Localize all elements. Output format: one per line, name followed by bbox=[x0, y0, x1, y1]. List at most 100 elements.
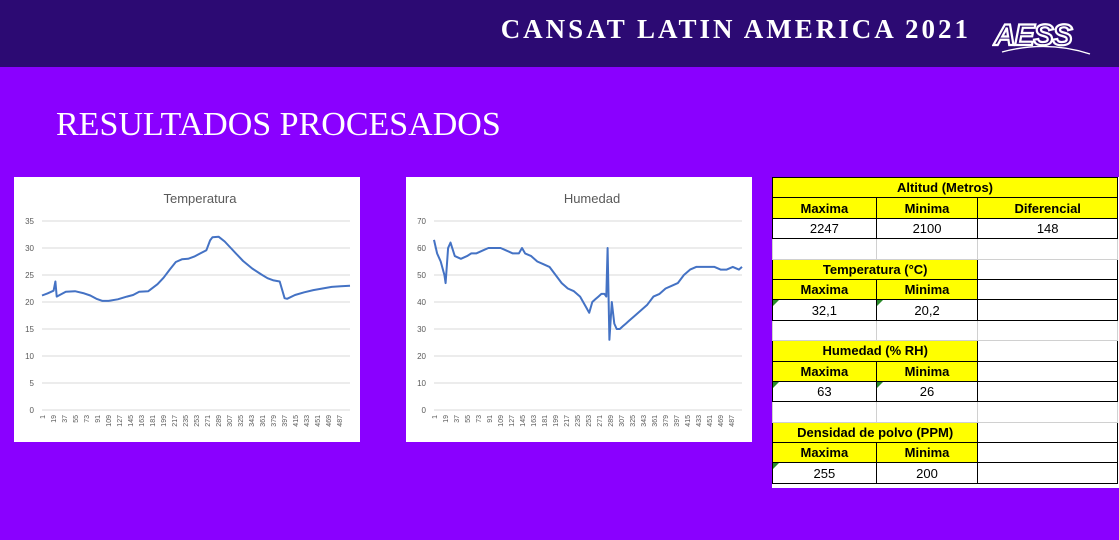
spacer-cell bbox=[875, 238, 979, 260]
x-tick-label: 109 bbox=[106, 415, 113, 427]
x-tick-label: 415 bbox=[685, 415, 692, 427]
page-title: RESULTADOS PROCESADOS bbox=[56, 106, 501, 143]
y-tick-label: 60 bbox=[417, 244, 426, 253]
temperature-max-header: Maxima bbox=[772, 278, 877, 301]
x-tick-label: 289 bbox=[608, 415, 615, 427]
spacer-cell bbox=[875, 401, 979, 423]
x-tick-label: 217 bbox=[172, 415, 179, 427]
y-tick-label: 70 bbox=[417, 217, 426, 226]
x-tick-label: 217 bbox=[564, 415, 571, 427]
y-tick-label: 40 bbox=[417, 298, 426, 307]
humidity-max-cell: 63 bbox=[772, 380, 877, 403]
cell-flag-icon bbox=[773, 463, 779, 470]
altitude-max-header: Maxima bbox=[772, 197, 877, 219]
humidity-min-value: 26 bbox=[919, 384, 935, 400]
y-tick-label: 10 bbox=[25, 352, 34, 361]
x-tick-label: 451 bbox=[315, 415, 322, 427]
x-tick-label: 181 bbox=[542, 415, 549, 427]
y-tick-label: 15 bbox=[25, 325, 34, 334]
brand-title: CANSAT LATIN AMERICA 2021 bbox=[500, 14, 971, 44]
spacer-cell bbox=[977, 319, 1118, 342]
y-tick-label: 30 bbox=[25, 244, 34, 253]
temperature-max-cell: 32,1 bbox=[772, 299, 877, 321]
spacer-cell bbox=[772, 319, 877, 342]
y-tick-label: 0 bbox=[30, 406, 35, 415]
cell-flag-icon bbox=[876, 381, 883, 388]
x-tick-label: 253 bbox=[586, 415, 593, 427]
x-tick-label: 91 bbox=[487, 415, 494, 423]
x-tick-label: 451 bbox=[707, 415, 714, 427]
x-tick-label: 91 bbox=[95, 415, 102, 423]
x-tick-label: 37 bbox=[454, 415, 461, 423]
x-tick-label: 253 bbox=[194, 415, 201, 427]
x-tick-label: 199 bbox=[553, 415, 560, 427]
y-tick-label: 30 bbox=[417, 325, 426, 334]
x-tick-label: 73 bbox=[476, 415, 483, 423]
empty-cell bbox=[977, 442, 1118, 464]
x-tick-label: 379 bbox=[271, 415, 278, 427]
dust-title: Densidad de polvo (PPM) bbox=[771, 421, 979, 444]
altitude-min-header: Minima bbox=[875, 197, 979, 219]
x-tick-label: 433 bbox=[696, 415, 703, 427]
x-tick-label: 487 bbox=[337, 415, 344, 427]
altitude-max-value: 2247 bbox=[772, 217, 877, 240]
y-tick-label: 25 bbox=[25, 271, 34, 280]
cell-flag-icon bbox=[773, 381, 779, 388]
dust-max-header: Maxima bbox=[772, 442, 877, 464]
dust-max-cell: 255 bbox=[772, 462, 877, 484]
series-line bbox=[433, 239, 743, 341]
x-tick-label: 55 bbox=[465, 415, 472, 423]
x-tick-label: 109 bbox=[498, 415, 505, 427]
x-tick-label: 163 bbox=[531, 415, 538, 427]
x-tick-label: 73 bbox=[84, 415, 91, 423]
humidity-max-header: Maxima bbox=[772, 360, 877, 382]
temperature-chart-svg: Temperatura 0 5 10 15 20 25 30 35 1 19 37 55 73 91 109 1… bbox=[25, 191, 351, 427]
x-tick-label: 397 bbox=[282, 415, 289, 427]
x-tick-label: 469 bbox=[326, 415, 333, 427]
aess-logo: AESS bbox=[992, 18, 1091, 55]
x-tick-label: 19 bbox=[51, 415, 58, 423]
x-tick-label: 1 bbox=[40, 415, 47, 419]
x-tick-label: 415 bbox=[293, 415, 300, 427]
x-tick-label: 127 bbox=[117, 415, 124, 427]
x-tick-label: 379 bbox=[663, 415, 670, 427]
x-tick-label: 181 bbox=[150, 415, 157, 427]
humidity-title: Humedad (% RH) bbox=[771, 340, 979, 362]
x-tick-label: 163 bbox=[139, 415, 146, 427]
x-tick-label: 37 bbox=[62, 415, 69, 423]
empty-cell bbox=[977, 462, 1118, 484]
empty-cell bbox=[977, 360, 1118, 382]
empty-cell bbox=[977, 340, 1118, 362]
x-tick-label: 1 bbox=[432, 415, 439, 419]
cell-flag-icon bbox=[876, 300, 883, 307]
altitude-title: Altitud (Metros) bbox=[772, 176, 1118, 199]
x-tick-label: 487 bbox=[729, 415, 736, 427]
x-tick-label: 307 bbox=[619, 415, 626, 427]
stats-table: Altitud (Metros) Maxima Minima Diferenci… bbox=[771, 176, 1118, 484]
temperature-min-header: Minima bbox=[875, 278, 979, 301]
x-tick-label: 325 bbox=[630, 415, 637, 427]
spacer-cell bbox=[772, 401, 877, 423]
x-tick-label: 343 bbox=[641, 415, 648, 427]
y-tick-label: 20 bbox=[417, 352, 426, 361]
x-tick-label: 343 bbox=[249, 415, 256, 427]
temperature-title: Temperatura (°C) bbox=[771, 258, 979, 280]
header-bar: CANSAT LATIN AMERICA 2021 AESS bbox=[0, 0, 1119, 67]
spacer-cell bbox=[875, 319, 979, 342]
y-tick-label: 10 bbox=[417, 379, 426, 388]
x-tick-label: 199 bbox=[161, 415, 168, 427]
x-tick-label: 307 bbox=[227, 415, 234, 427]
temperature-chart: Temperatura 0 5 10 15 20 25 30 35 1 19 37 55 73 91 109 1… bbox=[14, 177, 360, 442]
x-tick-label: 145 bbox=[128, 415, 135, 427]
y-tick-label: 50 bbox=[417, 271, 426, 280]
temperature-min-value: 20,2 bbox=[914, 302, 940, 318]
humidity-chart-svg: Humedad 0 10 20 30 40 50 60 70 1 19 37 55 73 91 109 127 1… bbox=[417, 191, 743, 427]
humidity-max-value: 63 bbox=[817, 384, 832, 400]
temperature-min-cell: 20,2 bbox=[875, 299, 979, 321]
altitude-diff-header: Diferencial bbox=[977, 197, 1118, 219]
chart-title: Humedad bbox=[564, 191, 620, 206]
y-tick-label: 20 bbox=[25, 298, 34, 307]
y-tick-label: 0 bbox=[422, 406, 427, 415]
x-tick-label: 469 bbox=[718, 415, 725, 427]
x-tick-label: 433 bbox=[304, 415, 311, 427]
